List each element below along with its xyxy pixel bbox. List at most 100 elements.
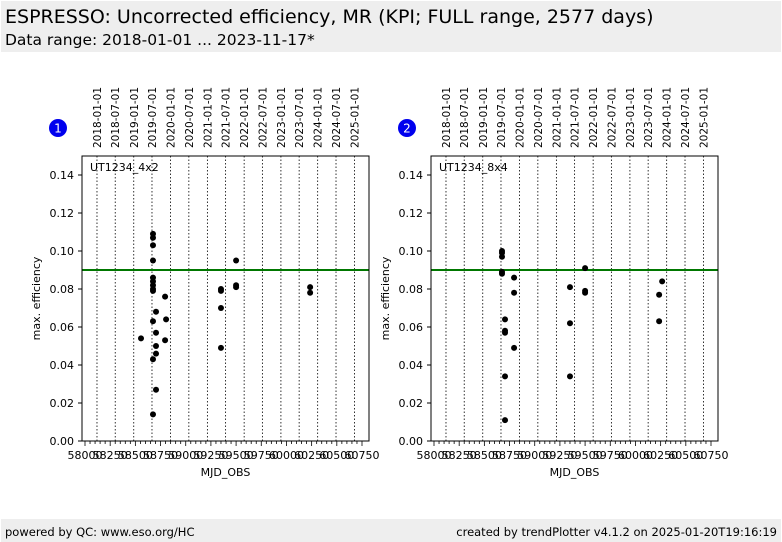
chart-panel-1: 2018-01-01 2018-07-01 2019-01-01 2019-07-01… xyxy=(30,87,380,479)
data-point xyxy=(307,289,314,296)
data-point xyxy=(498,270,505,277)
data-point xyxy=(582,265,589,272)
y-tick-label: 0.12 xyxy=(50,207,75,220)
plot-frame xyxy=(81,155,370,442)
data-point xyxy=(233,284,240,291)
x-tick-label: 59000 xyxy=(168,449,203,462)
data-point xyxy=(162,337,169,344)
y-tick-label: 0.12 xyxy=(399,207,424,220)
footer-powered-by: powered by QC: www.eso.org/HC xyxy=(5,525,195,539)
date-label: 2021-01-01 xyxy=(202,87,214,148)
panel-label: UT1234_8x4 xyxy=(439,161,508,174)
y-tick-label: 0.04 xyxy=(50,359,75,372)
x-tick-label: 59250 xyxy=(193,449,228,462)
data-point xyxy=(153,308,160,315)
data-point xyxy=(149,356,156,363)
x-tick-label: 60500 xyxy=(319,449,354,462)
data-point xyxy=(566,373,573,380)
y-tick-label: 0.06 xyxy=(399,321,424,334)
data-point xyxy=(498,253,505,260)
data-point xyxy=(502,329,509,336)
x-tick-label: 58250 xyxy=(93,449,128,462)
date-label: 2018-07-01 xyxy=(459,87,471,148)
data-point xyxy=(511,289,518,296)
panel-label: UT1234_4x2 xyxy=(90,161,159,174)
y-tick-label: 0.04 xyxy=(399,359,424,372)
y-tick-label: 0.00 xyxy=(50,435,75,448)
x-tick-label: 59000 xyxy=(517,449,552,462)
date-label: 2019-01-01 xyxy=(478,87,490,148)
date-label: 2020-07-01 xyxy=(533,87,545,148)
x-tick-label: 59750 xyxy=(244,449,279,462)
date-label: 2023-01-01 xyxy=(625,87,637,148)
data-point xyxy=(153,343,160,349)
data-point xyxy=(149,411,156,418)
footer-bar: powered by QC: www.eso.org/HC created by… xyxy=(1,519,781,542)
date-label: 2024-07-01 xyxy=(331,87,343,148)
date-label: 2018-01-01 xyxy=(92,87,104,148)
plot-frame xyxy=(430,155,719,442)
date-label: 2020-07-01 xyxy=(184,87,196,148)
data-point xyxy=(502,316,509,323)
x-tick-label: 60000 xyxy=(618,449,653,462)
date-label: 2023-07-01 xyxy=(643,87,655,148)
data-point xyxy=(153,386,160,393)
data-point xyxy=(566,320,573,327)
x-tick-label: 59250 xyxy=(542,449,577,462)
date-label: 2021-01-01 xyxy=(551,87,563,148)
x-tick-label: 58500 xyxy=(118,449,153,462)
date-label: 2021-07-01 xyxy=(221,87,233,148)
date-label: 2024-01-01 xyxy=(313,87,325,148)
x-tick-label: 60750 xyxy=(694,449,729,462)
x-tick-label: 58000 xyxy=(68,449,103,462)
y-tick-label: 0.00 xyxy=(399,435,424,448)
data-point xyxy=(502,417,509,424)
data-point xyxy=(153,329,160,336)
x-tick-label: 59750 xyxy=(593,449,628,462)
date-label: 2019-07-01 xyxy=(147,87,159,148)
x-tick-label: 59500 xyxy=(568,449,603,462)
x-tick-label: 58750 xyxy=(492,449,527,462)
chart-panel-2: 2018-01-01 2018-07-01 2019-01-01 2019-07-01… xyxy=(379,87,729,479)
x-tick-label: 60000 xyxy=(269,449,304,462)
data-point xyxy=(162,293,169,300)
x-tick-label: 58750 xyxy=(143,449,178,462)
data-point xyxy=(217,305,224,311)
panel-number-badge xyxy=(49,119,67,137)
data-point xyxy=(511,344,518,351)
y-tick-label: 0.10 xyxy=(399,245,424,258)
y-tick-label: 0.14 xyxy=(399,169,424,182)
panel-number: 1 xyxy=(54,122,62,136)
y-tick-label: 0.06 xyxy=(50,321,75,334)
data-point xyxy=(233,257,240,264)
y-tick-label: 0.10 xyxy=(50,245,75,258)
x-tick-label: 59500 xyxy=(219,449,254,462)
date-label: 2022-01-01 xyxy=(239,87,251,148)
x-tick-label: 58000 xyxy=(417,449,452,462)
x-axis-label: MJD_OBS xyxy=(201,466,251,479)
data-point xyxy=(659,278,666,285)
data-point xyxy=(502,373,509,380)
x-tick-label: 60250 xyxy=(643,449,678,462)
data-point xyxy=(149,242,156,249)
y-tick-label: 0.02 xyxy=(399,397,424,410)
data-point xyxy=(656,318,663,325)
date-label: 2021-07-01 xyxy=(570,87,582,148)
date-label: 2023-07-01 xyxy=(294,87,306,148)
data-point xyxy=(656,291,663,298)
data-point xyxy=(138,335,145,342)
date-label: 2023-01-01 xyxy=(276,87,288,148)
x-tick-label: 60250 xyxy=(294,449,329,462)
y-axis-label: max. efficiency xyxy=(379,256,392,340)
data-point xyxy=(149,318,156,325)
x-tick-label: 58250 xyxy=(442,449,477,462)
data-point xyxy=(149,257,156,264)
data-point xyxy=(566,284,573,291)
date-label: 2018-07-01 xyxy=(110,87,122,148)
page-title: ESPRESSO: Uncorrected efficiency, MR (KP… xyxy=(5,6,654,28)
date-label: 2025-01-01 xyxy=(350,87,362,148)
panel-number: 2 xyxy=(403,122,411,136)
date-label: 2022-01-01 xyxy=(588,87,600,148)
x-tick-label: 60500 xyxy=(668,449,703,462)
y-tick-label: 0.08 xyxy=(399,283,424,296)
